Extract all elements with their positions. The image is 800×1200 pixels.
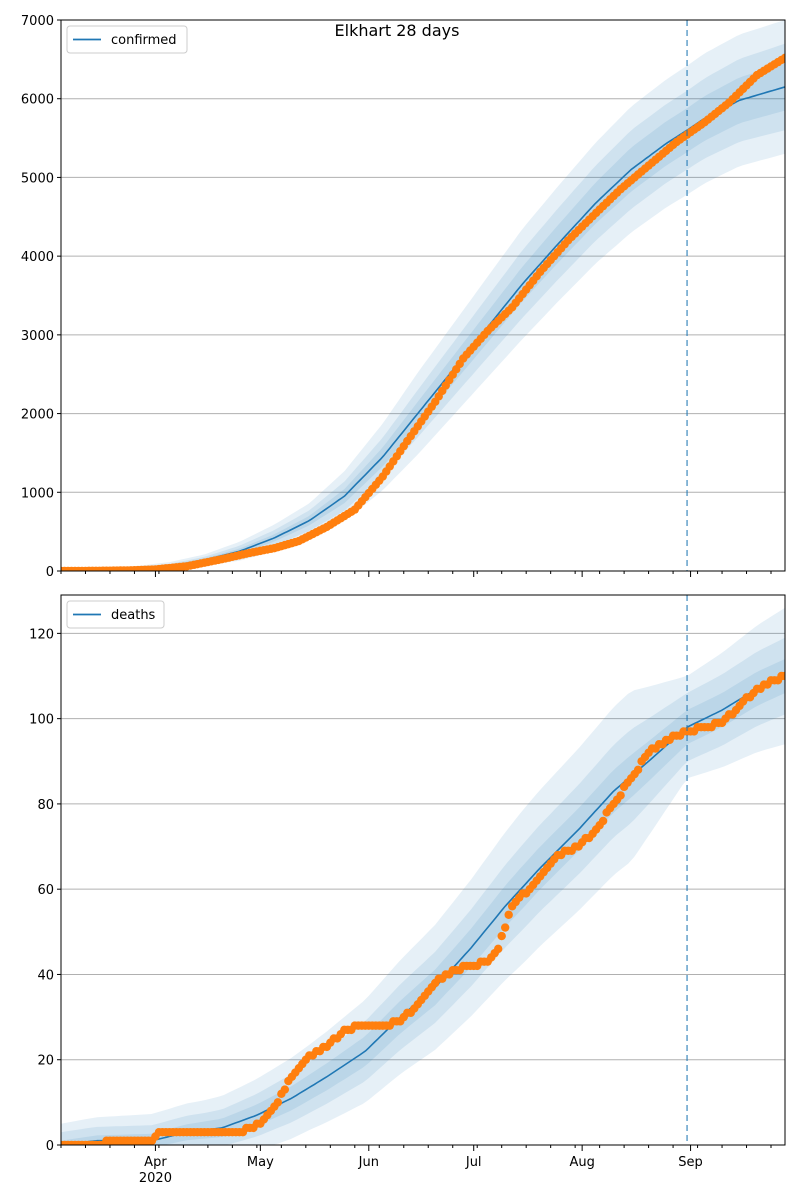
x-tick-label: Aug bbox=[569, 1155, 594, 1170]
observed-point bbox=[616, 791, 625, 800]
legend-label: confirmed bbox=[111, 33, 177, 48]
y-tick-label: 40 bbox=[37, 968, 54, 983]
observed-point bbox=[273, 1098, 283, 1107]
figure-suptitle: Elkhart 28 days bbox=[335, 21, 460, 40]
y-tick-label: 4000 bbox=[21, 250, 54, 265]
uncertainty-band bbox=[61, 637, 785, 1145]
y-tick-label: 3000 bbox=[21, 329, 54, 344]
observed-point bbox=[280, 1085, 290, 1094]
x-tick-label: Apr bbox=[144, 1155, 167, 1170]
axes-frame bbox=[60, 19, 786, 572]
y-tick-label: 0 bbox=[46, 1139, 54, 1154]
x-tick-label: May bbox=[247, 1155, 274, 1170]
y-tick-label: 80 bbox=[37, 798, 54, 813]
y-tick-label: 6000 bbox=[21, 93, 54, 108]
legend: deaths bbox=[66, 600, 165, 629]
axes-frame bbox=[60, 594, 786, 1146]
observed-point bbox=[504, 910, 513, 919]
observed-point bbox=[780, 671, 785, 681]
y-tick-label: 1000 bbox=[21, 486, 54, 501]
y-tick-label: 5000 bbox=[21, 171, 54, 186]
x-tick-label: Jul bbox=[465, 1155, 482, 1170]
y-tick-label: 7000 bbox=[21, 14, 54, 29]
uncertainty-band bbox=[61, 607, 785, 1145]
observed-point bbox=[500, 923, 510, 932]
y-tick-label: 120 bbox=[29, 627, 54, 642]
legend-label: deaths bbox=[111, 608, 156, 623]
observed-point bbox=[780, 53, 785, 62]
x-tick-label: Jun bbox=[358, 1155, 379, 1170]
uncertainty-band bbox=[61, 63, 785, 571]
uncertainty-band bbox=[61, 659, 785, 1145]
y-tick-label: 100 bbox=[29, 713, 54, 728]
observed-point bbox=[497, 931, 506, 941]
y-tick-label: 2000 bbox=[21, 408, 54, 423]
y-tick-label: 20 bbox=[37, 1054, 54, 1069]
y-tick-label: 0 bbox=[46, 565, 54, 580]
uncertainty-band bbox=[61, 43, 785, 571]
x-tick-label: Sep bbox=[678, 1155, 703, 1170]
uncertainty-band bbox=[61, 20, 785, 571]
legend: confirmed bbox=[66, 25, 188, 54]
observed-point bbox=[633, 765, 643, 775]
x-tick-label: 2020 bbox=[139, 1171, 172, 1186]
confirmed-panel: 0 1000 2000 3000 4000 5000 6000 7000 confirmed bbox=[21, 14, 786, 580]
y-tick-label: 60 bbox=[37, 883, 54, 898]
observed-point bbox=[598, 816, 608, 826]
observed-point bbox=[493, 944, 503, 954]
